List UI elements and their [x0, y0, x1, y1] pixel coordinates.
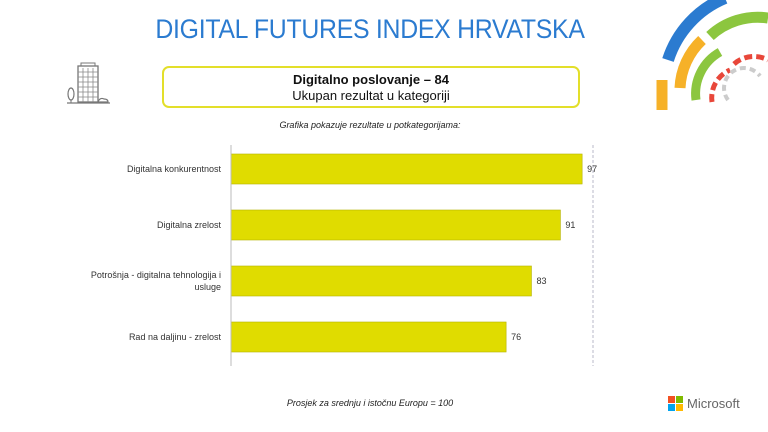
category-label: usluge [194, 282, 221, 292]
category-label: Digitalna zrelost [157, 220, 222, 230]
decorative-arcs-icon [656, 0, 768, 110]
category-label: Potrošnja - digitalna tehnologija i [91, 270, 221, 280]
category-score-box: Digitalno poslovanje – 84 Ukupan rezulta… [162, 66, 580, 108]
category-label: Rad na daljinu - zrelost [129, 332, 222, 342]
category-score-title: Digitalno poslovanje – 84 [292, 72, 450, 87]
page-title: DIGITAL FUTURES INDEX HRVATSKA [155, 14, 585, 44]
footnote: Prosjek za srednju i istočnu Europu = 10… [286, 398, 454, 408]
bar [230, 321, 507, 353]
data-label: 97 [587, 164, 597, 174]
data-label: 91 [565, 220, 575, 230]
data-label: 83 [536, 276, 546, 286]
microsoft-logo-icon: Microsoft [668, 396, 740, 411]
bar [230, 209, 561, 241]
category-score-subtitle: Ukupan rezultat u kategoriji [292, 88, 450, 103]
bar [230, 153, 583, 185]
category-label: Digitalna konkurentnost [127, 164, 222, 174]
chart-caption: Grafika pokazuje rezultate u potkategori… [279, 120, 461, 130]
bar [230, 265, 532, 297]
data-label: 76 [511, 332, 521, 342]
office-building-icon [67, 62, 110, 104]
microsoft-logo-text: Microsoft [687, 396, 740, 411]
